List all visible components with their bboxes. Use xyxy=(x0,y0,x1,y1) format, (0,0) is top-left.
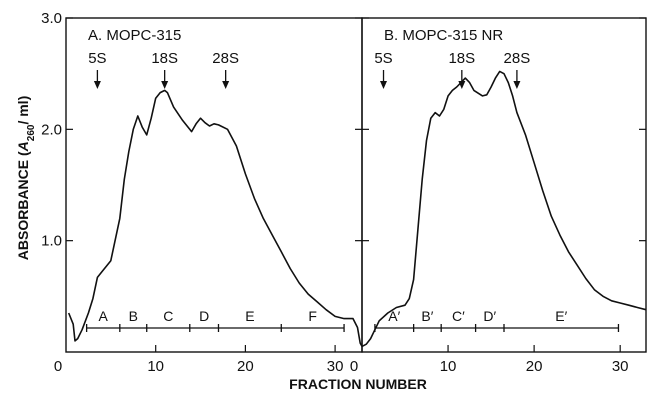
marker-label-5s: 5S xyxy=(88,50,106,67)
absorbance-curve xyxy=(67,89,363,347)
x-tick-label: 20 xyxy=(237,358,254,375)
fraction-label: D xyxy=(199,308,209,324)
x-tick-label: 10 xyxy=(147,358,164,375)
x-tick-label: 0 xyxy=(350,358,358,375)
panel-a: 1.0 2.0 3.0 0 10 20 30 A. MOPC-315 5S 18S 28S A B C D E… xyxy=(41,10,363,375)
x-tick-label: 30 xyxy=(327,358,344,375)
marker-label-18s: 18S xyxy=(448,50,475,67)
fraction-label: B xyxy=(129,308,138,324)
x-tick-label: 20 xyxy=(526,358,543,375)
y-tick-label: 2.0 xyxy=(41,121,62,138)
y-axis-title: ABSORBANCE (A260/ ml) xyxy=(15,96,37,260)
marker-label-28s: 28S xyxy=(504,50,531,67)
x-tick-label: 30 xyxy=(612,358,629,375)
marker-arrow-head xyxy=(513,81,521,89)
panels: 1.0 2.0 3.0 0 10 20 30 A. MOPC-315 5S 18S 28S A B C D E… xyxy=(41,10,647,375)
fraction-label: C′ xyxy=(452,308,465,324)
marker-arrow-head xyxy=(380,81,388,89)
fraction-label: E xyxy=(245,308,254,324)
fraction-label: A′ xyxy=(388,308,400,324)
panel-frame xyxy=(361,17,647,353)
fraction-label: E′ xyxy=(555,308,567,324)
x-axis-title: FRACTION NUMBER xyxy=(289,376,427,392)
panel-title: B. MOPC-315 NR xyxy=(384,27,503,44)
marker-arrow-head xyxy=(222,81,230,89)
fraction-label: C xyxy=(163,308,173,324)
fraction-label: A xyxy=(99,308,109,324)
panel-b: 0 10 20 30 B. MOPC-315 NR 5S 18S 28S A′ B′ C′ D′ E′ xyxy=(350,17,647,375)
fraction-label: B′ xyxy=(421,308,433,324)
y-tick-label: 1.0 xyxy=(41,233,62,250)
marker-label-18s: 18S xyxy=(151,50,178,67)
x-tick-label: 0 xyxy=(54,358,62,375)
marker-label-28s: 28S xyxy=(212,50,239,67)
panel-title: A. MOPC-315 xyxy=(88,27,181,44)
marker-arrow-head xyxy=(93,81,101,89)
absorbance-curve xyxy=(361,70,647,348)
y-tick-label: 3.0 xyxy=(41,10,62,27)
fraction-label: F xyxy=(308,308,317,324)
x-tick-label: 10 xyxy=(440,358,457,375)
fraction-label: D′ xyxy=(483,308,496,324)
marker-arrow-head xyxy=(161,81,169,89)
marker-label-5s: 5S xyxy=(374,50,392,67)
